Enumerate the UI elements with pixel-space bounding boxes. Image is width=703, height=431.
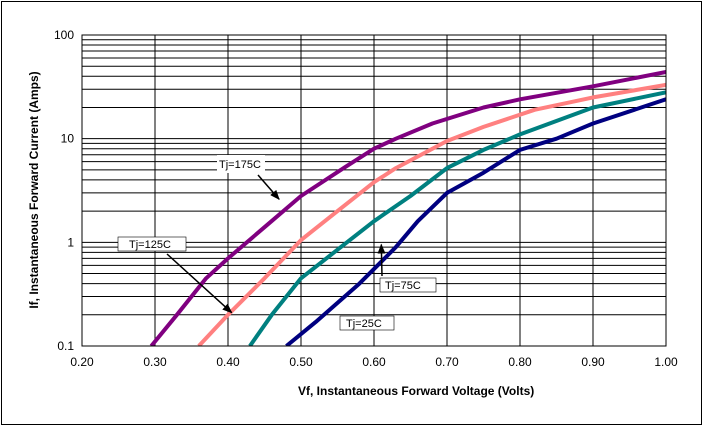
x-tick-label: 0.20 [70,355,94,369]
svg-text:Tj=125C: Tj=125C [129,239,171,251]
series-line-tj-25c [285,97,666,346]
annotation-tj175: Tj=175C [217,155,280,201]
series-lines [149,70,666,346]
y-tick-label: 1 [67,235,74,249]
svg-text:Tj=175C: Tj=175C [219,159,261,171]
x-tick-label: 0.40 [216,355,240,369]
tick-labels: 0.20 0.30 0.40 0.50 0.60 0.70 0.80 0.90 1.00 0.1 1… [54,28,678,369]
x-tick-label: 1.00 [654,355,678,369]
x-tick-label: 0.70 [435,355,459,369]
x-axis-title: Vf, Instantaneous Forward Voltage (Volts… [298,384,534,398]
series-line-tj-75c [248,90,666,346]
y-tick-label: 10 [61,132,75,146]
x-tick-label: 0.80 [508,355,532,369]
y-axis-title: If, Instantaneous Forward Current (Amps) [27,71,41,308]
plot-border [81,34,667,347]
x-tick-label: 0.50 [289,355,313,369]
annotation-tj125: Tj=125C [117,236,233,314]
annotation-tj25: Tj=25C [339,315,395,331]
x-tick-label: 0.90 [581,355,605,369]
x-tick-label: 0.60 [362,355,386,369]
annotation-tj75: Tj=75C [377,243,437,293]
y-tick-label: 100 [54,28,74,42]
svg-text:Tj=75C: Tj=75C [385,280,421,292]
series-line-tj-175c [149,70,666,346]
grid-lines [82,35,666,346]
x-tick-label: 0.30 [143,355,167,369]
y-tick-label: 0.1 [57,339,74,353]
series-line-tj-125c [197,82,666,346]
svg-text:Tj=25C: Tj=25C [346,318,382,330]
